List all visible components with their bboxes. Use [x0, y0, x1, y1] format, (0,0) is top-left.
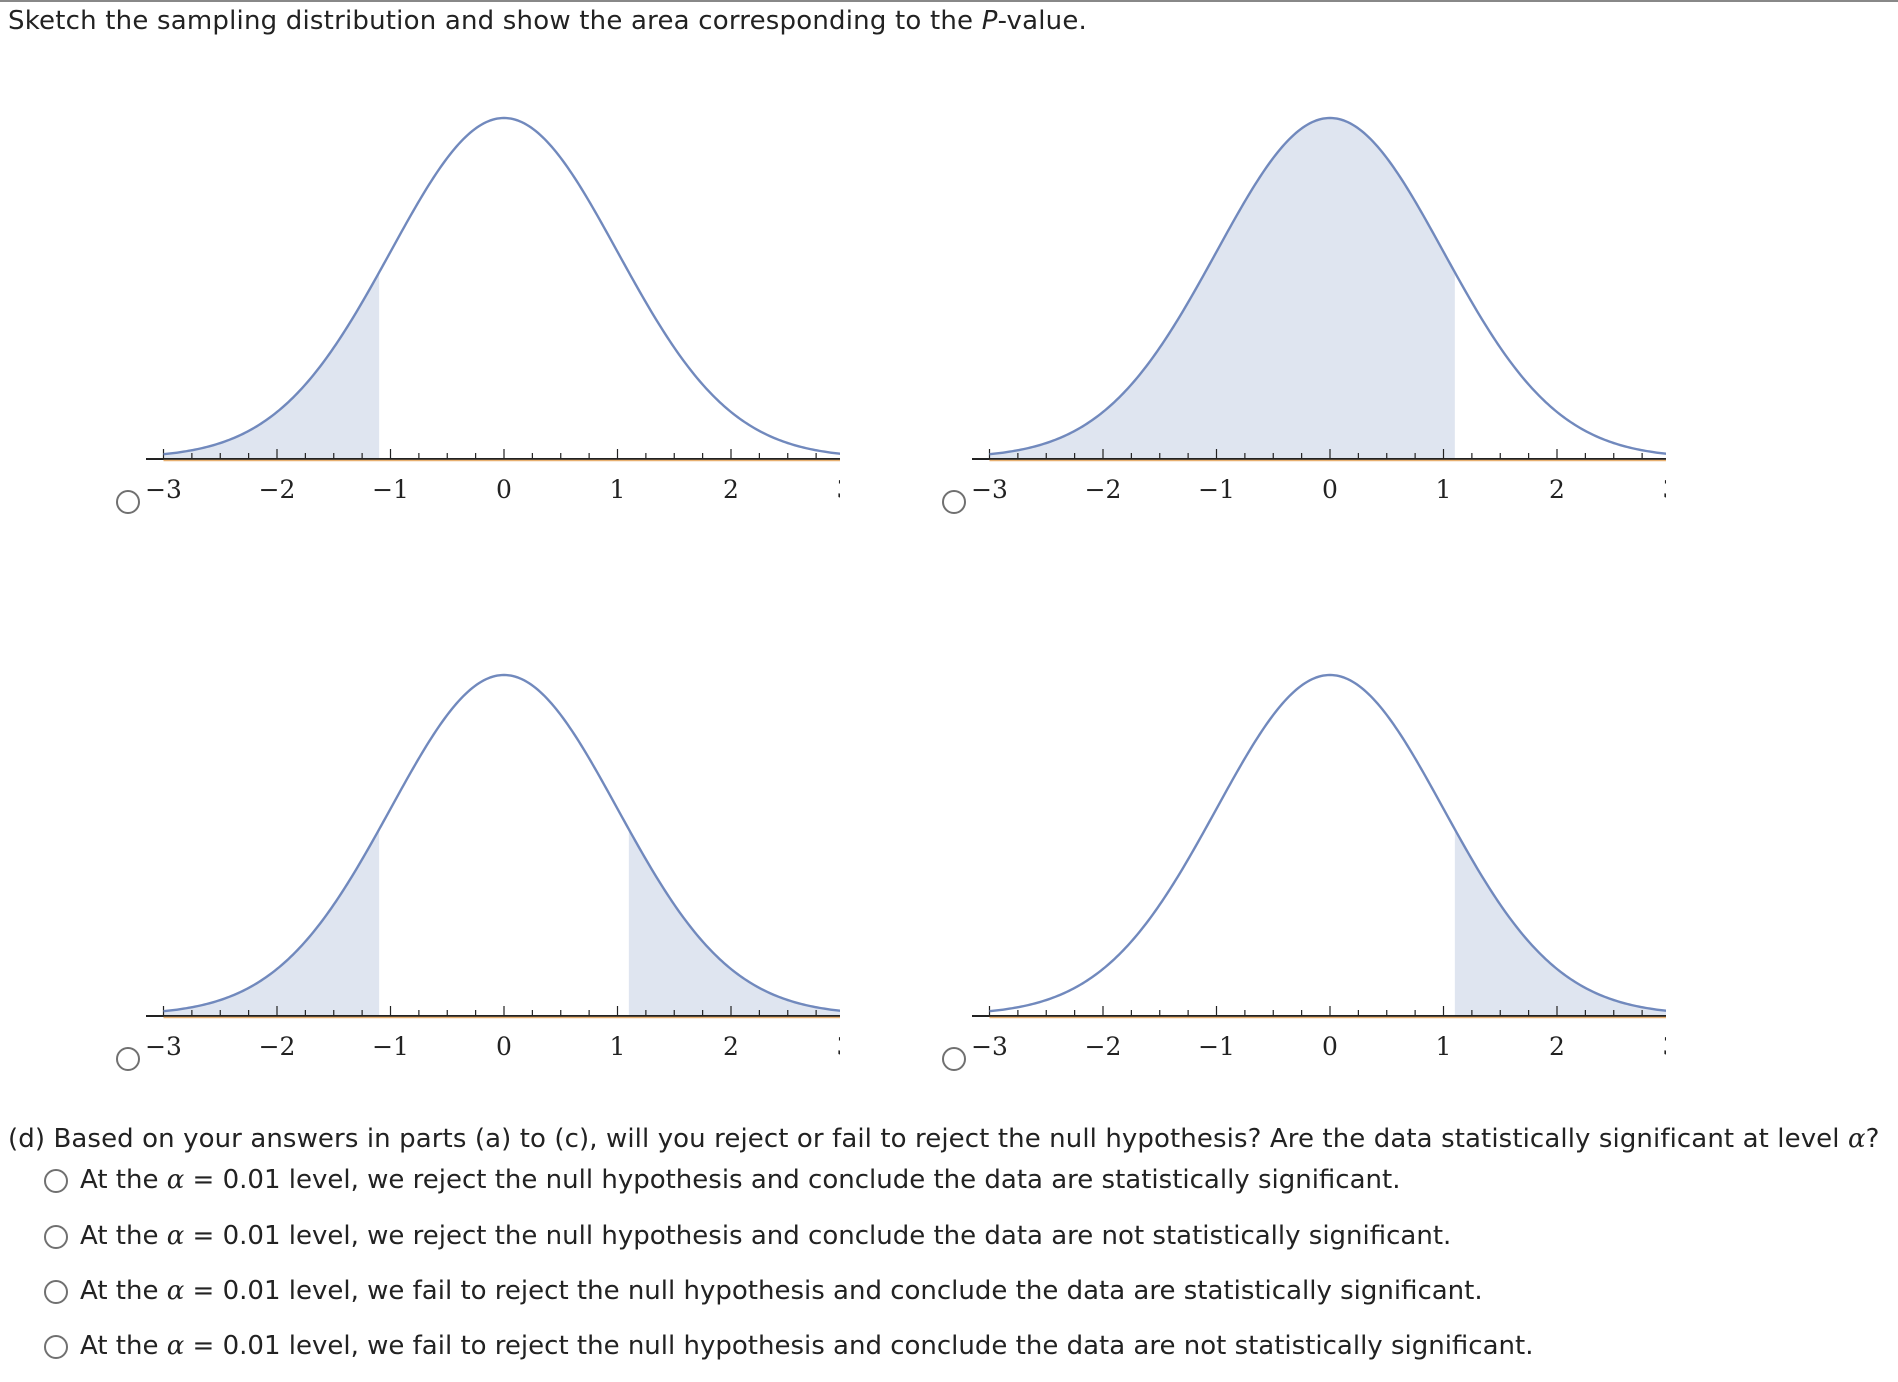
tick-label: 3 — [1663, 475, 1666, 504]
normal-density-curve — [989, 673, 1666, 1013]
normal-curve-chart: −3 −2 −1 0 1 2 3 — [971, 116, 1666, 504]
tick-label: −2 — [259, 475, 296, 504]
graph-option-two-tails[interactable]: −3 −2 −1 0 1 2 3 — [0, 607, 840, 1167]
tick-label: 2 — [723, 475, 739, 504]
tick-label: 3 — [837, 1032, 840, 1061]
graph-option-radio[interactable] — [942, 490, 966, 514]
graph-option-radio[interactable] — [116, 490, 140, 514]
tick-label: 1 — [610, 1032, 626, 1061]
shaded-p-value-area — [628, 829, 840, 1015]
tick-label: 1 — [1436, 475, 1452, 504]
choice-label: At the α = 0.01 level, we fail to reject… — [80, 1331, 1534, 1361]
tick-label: 3 — [837, 475, 840, 504]
tick-label: −3 — [145, 475, 182, 504]
shaded-p-value-area — [163, 829, 380, 1015]
tick-label: −2 — [1085, 475, 1122, 504]
tick-label: 1 — [1436, 1032, 1452, 1061]
shaded-p-value-area — [989, 118, 1455, 458]
shaded-p-value-area — [163, 272, 380, 458]
normal-density-curve — [163, 116, 840, 456]
tick-label: −1 — [372, 475, 409, 504]
tick-label: 3 — [1663, 1032, 1666, 1061]
tick-label: 2 — [1549, 1032, 1565, 1061]
choice-label: At the α = 0.01 level, we reject the nul… — [80, 1165, 1401, 1195]
graph-option-large-left-area[interactable]: −3 −2 −1 0 1 2 3 — [826, 50, 1666, 610]
choice-radio[interactable] — [44, 1225, 68, 1249]
choice-label: At the α = 0.01 level, we reject the nul… — [80, 1221, 1452, 1251]
choice-radio[interactable] — [44, 1335, 68, 1359]
tick-label: −3 — [145, 1032, 182, 1061]
shaded-p-value-area — [1454, 829, 1666, 1015]
graph-option-right-tail[interactable]: −3 −2 −1 0 1 2 3 — [826, 607, 1666, 1167]
top-divider — [0, 0, 1898, 2]
normal-curve-chart: −3 −2 −1 0 1 2 3 — [145, 116, 840, 504]
tick-label: 1 — [610, 475, 626, 504]
choice-radio[interactable] — [44, 1169, 68, 1193]
choice-label: At the α = 0.01 level, we fail to reject… — [80, 1276, 1483, 1306]
tick-label: −1 — [372, 1032, 409, 1061]
graph-option-left-tail[interactable]: −3 −2 −1 0 1 2 3 — [0, 50, 840, 610]
instruction-text: Sketch the sampling distribution and sho… — [8, 6, 1087, 36]
graph-option-radio[interactable] — [116, 1047, 140, 1071]
tick-label: 0 — [496, 1032, 512, 1061]
normal-curve-chart: −3 −2 −1 0 1 2 3 — [971, 673, 1666, 1061]
tick-label: −3 — [971, 1032, 1008, 1061]
tick-label: −1 — [1198, 475, 1235, 504]
tick-label: 2 — [1549, 475, 1565, 504]
normal-density-curve — [989, 116, 1666, 456]
normal-curve-chart: −3 −2 −1 0 1 2 3 — [145, 673, 840, 1061]
tick-label: 0 — [496, 475, 512, 504]
graph-option-radio[interactable] — [942, 1047, 966, 1071]
question-d-text: (d) Based on your answers in parts (a) t… — [8, 1124, 1880, 1154]
tick-label: 2 — [723, 1032, 739, 1061]
tick-label: 0 — [1322, 1032, 1338, 1061]
choice-radio[interactable] — [44, 1280, 68, 1304]
tick-label: −2 — [259, 1032, 296, 1061]
tick-label: −2 — [1085, 1032, 1122, 1061]
normal-density-curve — [163, 673, 840, 1013]
tick-label: −3 — [971, 475, 1008, 504]
tick-label: 0 — [1322, 475, 1338, 504]
tick-label: −1 — [1198, 1032, 1235, 1061]
